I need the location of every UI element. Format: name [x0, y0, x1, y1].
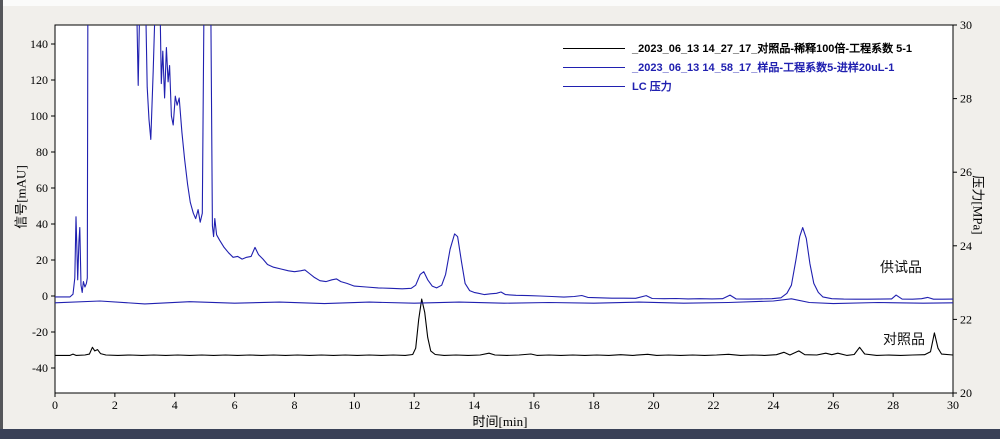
- y-left-tick-label: 0: [42, 289, 48, 303]
- legend-line-swatch-sample: [563, 66, 625, 68]
- x-tick-label: 0: [52, 398, 58, 412]
- trace-lc-pressure: [55, 298, 953, 305]
- y-left-tick-label: 80: [36, 145, 48, 159]
- y-axis-right-label: 压力[MPa]: [970, 175, 986, 235]
- x-tick-label: 14: [468, 398, 480, 412]
- y-left-tick-label: 40: [36, 217, 48, 231]
- chart-legend: _2023_06_13 14_27_17_对照品-稀释100倍-工程系数 5-1…: [563, 40, 912, 94]
- x-tick-label: 24: [767, 398, 779, 412]
- legend-row-pressure: LC 压力: [563, 78, 912, 94]
- window-bottom-bar: [0, 429, 1000, 439]
- y-right-tick-label: 24: [960, 239, 972, 253]
- x-axis-ticks: 0 2 4 6 8 10 12 14 16 18 20 22 24 26 28 30: [52, 393, 959, 412]
- annotation-reference-sample: 对照品: [883, 333, 925, 348]
- x-tick-label: 16: [528, 398, 540, 412]
- x-tick-label: 28: [887, 398, 899, 412]
- y-left-tick-label: 140: [30, 37, 48, 51]
- trace-sample: [55, 25, 953, 300]
- legend-row-reference: _2023_06_13 14_27_17_对照品-稀释100倍-工程系数 5-1: [563, 40, 912, 56]
- x-tick-label: 20: [648, 398, 660, 412]
- x-tick-label: 8: [291, 398, 297, 412]
- x-axis-label: 时间[min]: [472, 414, 528, 429]
- y-right-tick-label: 28: [960, 92, 972, 106]
- x-tick-label: 26: [827, 398, 839, 412]
- legend-label-pressure: LC 压力: [632, 81, 672, 93]
- x-tick-label: 4: [172, 398, 178, 412]
- y-left-tick-label: 60: [36, 181, 48, 195]
- x-tick-label: 18: [588, 398, 600, 412]
- y-left-tick-label: -40: [32, 361, 48, 375]
- x-tick-label: 6: [232, 398, 238, 412]
- y-axis-left-ticks: -40 -20 0 20 40 60 80 100 120 140: [30, 37, 55, 375]
- y-left-tick-label: 100: [30, 109, 48, 123]
- annotation-test-sample: 供试品: [880, 261, 922, 276]
- y-left-tick-label: -20: [32, 325, 48, 339]
- plot-frame: [54, 24, 954, 394]
- x-tick-label: 2: [112, 398, 118, 412]
- window-left-border: [0, 0, 3, 439]
- legend-line-swatch-reference: [563, 47, 625, 49]
- y-right-tick-label: 22: [960, 312, 972, 326]
- y-axis-left-label: 信号[mAU]: [13, 165, 29, 229]
- trace-reference: [55, 298, 953, 356]
- legend-label-reference: _2023_06_13 14_27_17_对照品-稀释100倍-工程系数 5-1: [632, 43, 913, 55]
- legend-line-swatch-pressure: [563, 85, 625, 87]
- x-tick-label: 10: [348, 398, 360, 412]
- x-tick-label: 12: [408, 398, 420, 412]
- y-right-tick-label: 30: [960, 18, 972, 32]
- y-right-tick-label: 26: [960, 165, 972, 179]
- y-left-tick-label: 20: [36, 253, 48, 267]
- y-right-tick-label: 20: [960, 386, 972, 400]
- window-top-strip: [0, 0, 1000, 6]
- y-axis-right-ticks: 20 22 24 26 28 30: [953, 18, 972, 400]
- y-left-tick-label: 120: [30, 73, 48, 87]
- x-tick-label: 30: [947, 398, 959, 412]
- legend-label-sample: _2023_06_13 14_58_17_样品-工程系数5-进样20uL-1: [632, 62, 895, 74]
- x-tick-label: 22: [708, 398, 720, 412]
- legend-row-sample: _2023_06_13 14_58_17_样品-工程系数5-进样20uL-1: [563, 59, 912, 75]
